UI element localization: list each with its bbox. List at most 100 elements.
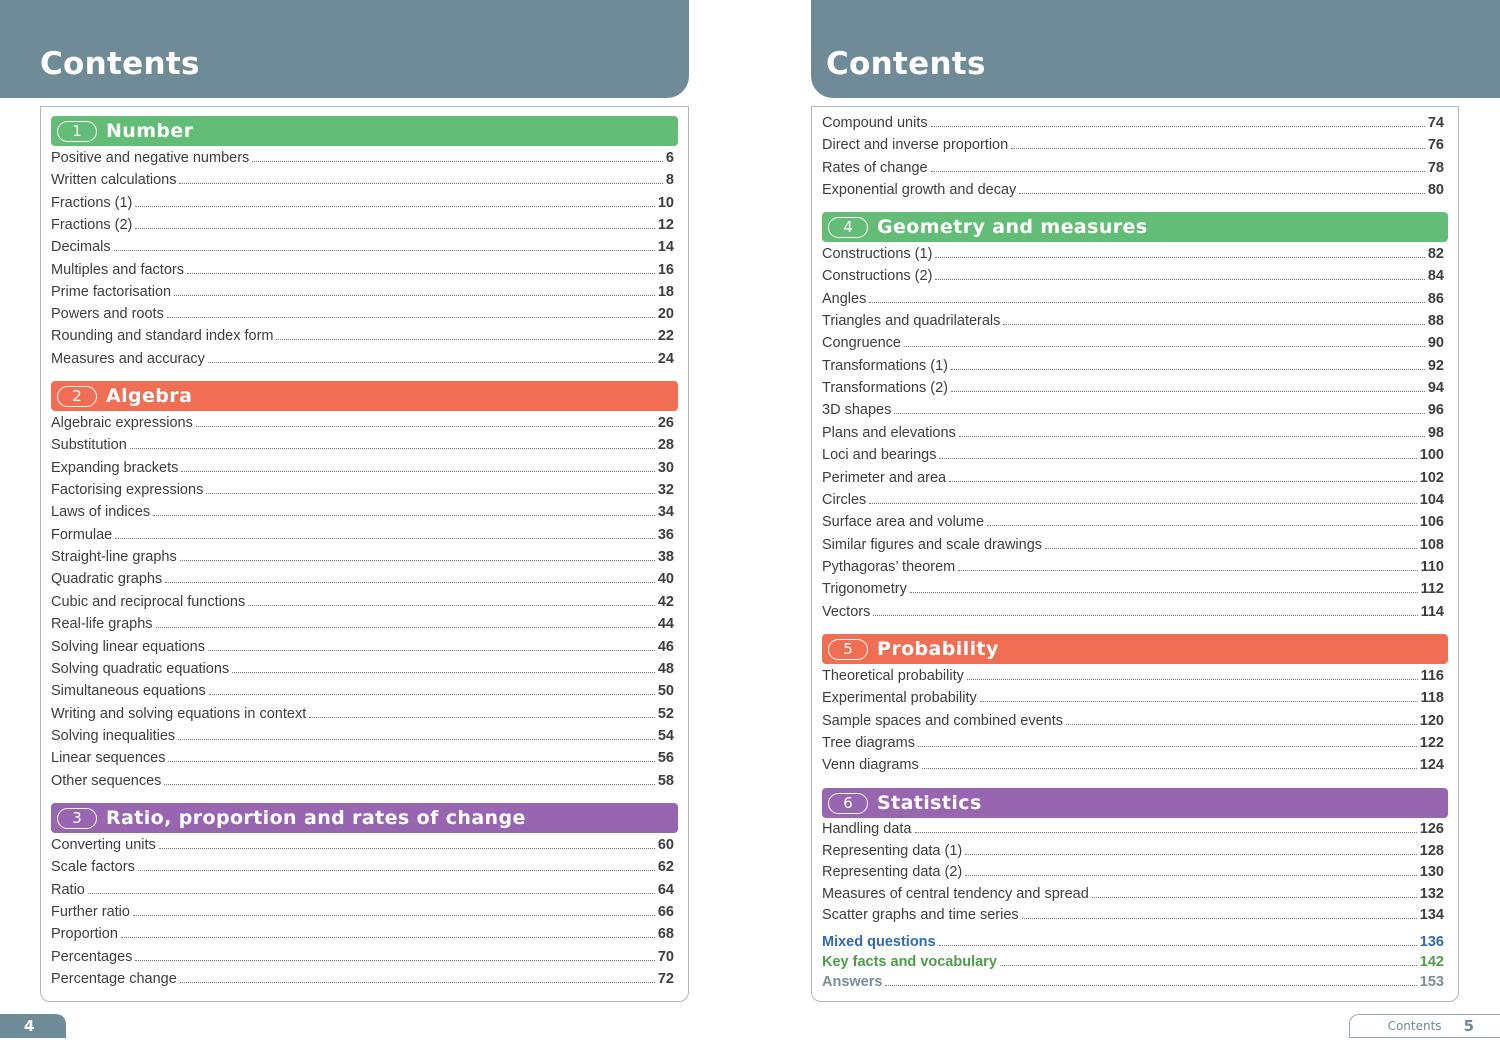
toc-entry[interactable]: Sample spaces and combined events 120 bbox=[822, 713, 1444, 733]
toc-entry[interactable]: Direct and inverse proportion 76 bbox=[822, 137, 1444, 157]
toc-entry-page-number: 122 bbox=[1419, 735, 1444, 752]
toc-entry[interactable]: Other sequences 58 bbox=[51, 773, 674, 793]
toc-entry[interactable]: Theoretical probability 116 bbox=[822, 668, 1444, 688]
toc-entry[interactable]: Solving quadratic equations 48 bbox=[51, 661, 674, 681]
toc-entry-page-number: 112 bbox=[1420, 581, 1444, 598]
toc-entry[interactable]: Formulae 36 bbox=[51, 527, 674, 547]
toc-entry[interactable]: Representing data (2) 130 bbox=[822, 864, 1444, 884]
toc-entry[interactable]: Experimental probability 118 bbox=[822, 690, 1444, 710]
toc-entry[interactable]: Rates of change 78 bbox=[822, 160, 1444, 180]
toc-entry[interactable]: Proportion 68 bbox=[51, 926, 674, 946]
mixed-questions-entry[interactable]: Mixed questions 136 bbox=[822, 934, 1444, 954]
toc-entry[interactable]: Fractions (2) 12 bbox=[51, 217, 674, 237]
toc-entry[interactable]: Solving linear equations 46 bbox=[51, 639, 674, 659]
toc-entry[interactable]: Tree diagrams 122 bbox=[822, 735, 1444, 755]
toc-entry[interactable]: Solving inequalities 54 bbox=[51, 728, 674, 748]
toc-entry[interactable]: Multiples and factors 16 bbox=[51, 262, 674, 282]
toc-entry[interactable]: Vectors 114 bbox=[822, 604, 1444, 624]
dot-leader bbox=[958, 559, 1418, 571]
toc-entry[interactable]: 3D shapes 96 bbox=[822, 402, 1444, 422]
toc-entry[interactable]: Transformations (2) 94 bbox=[822, 380, 1444, 400]
toc-entry-title: Linear sequences bbox=[51, 750, 166, 767]
toc-entry[interactable]: Cubic and reciprocal functions 42 bbox=[51, 594, 674, 614]
toc-entry-page-number: 22 bbox=[657, 328, 674, 345]
toc-entry-title: Writing and solving equations in context bbox=[51, 705, 307, 722]
section-header-number[interactable]: 1 Number bbox=[51, 116, 678, 146]
toc-entry[interactable]: Constructions (2) 84 bbox=[822, 268, 1444, 288]
section-number-badge: 5 bbox=[828, 638, 868, 660]
toc-entry[interactable]: Converting units 60 bbox=[51, 837, 674, 857]
toc-entry-page-number: 54 bbox=[657, 727, 674, 744]
dot-leader bbox=[206, 482, 655, 495]
toc-entry[interactable]: Handling data 126 bbox=[822, 821, 1444, 841]
key-facts-entry[interactable]: Key facts and vocabulary 142 bbox=[822, 954, 1444, 974]
toc-entry[interactable]: Ratio 64 bbox=[51, 882, 674, 902]
toc-entry[interactable]: Simultaneous equations 50 bbox=[51, 683, 674, 703]
toc-entry[interactable]: Quadratic graphs 40 bbox=[51, 571, 674, 591]
dot-leader bbox=[208, 683, 655, 696]
toc-entry[interactable]: Algebraic expressions 26 bbox=[51, 415, 674, 435]
section-header-statistics[interactable]: 6 Statistics bbox=[822, 788, 1448, 818]
toc-entry[interactable]: Plans and elevations 98 bbox=[822, 425, 1444, 445]
toc-entry-title: Other sequences bbox=[51, 772, 162, 789]
toc-entry-page-number: 28 bbox=[657, 437, 674, 454]
toc-entry[interactable]: Scatter graphs and time series 134 bbox=[822, 907, 1444, 927]
toc-entry[interactable]: Similar figures and scale drawings 108 bbox=[822, 537, 1444, 557]
toc-entry[interactable]: Venn diagrams 124 bbox=[822, 757, 1444, 777]
toc-entry-page-number: 62 bbox=[657, 859, 674, 876]
toc-entry-title: Mixed questions bbox=[822, 934, 936, 950]
toc-entry[interactable]: Percentages 70 bbox=[51, 949, 674, 969]
toc-entry[interactable]: Fractions (1) 10 bbox=[51, 195, 674, 215]
toc-entry[interactable]: Positive and negative numbers 6 bbox=[51, 150, 674, 170]
toc-entry[interactable]: Percentage change 72 bbox=[51, 971, 674, 991]
section-header-algebra[interactable]: 2 Algebra bbox=[51, 381, 678, 411]
toc-entry[interactable]: Expanding brackets 30 bbox=[51, 460, 674, 480]
dot-leader bbox=[873, 604, 1418, 616]
toc-entry[interactable]: Exponential growth and decay 80 bbox=[822, 182, 1444, 202]
toc-entry[interactable]: Laws of indices 34 bbox=[51, 504, 674, 524]
toc-entry[interactable]: Decimals 14 bbox=[51, 239, 674, 259]
section-header-geometry[interactable]: 4 Geometry and measures bbox=[822, 212, 1448, 242]
toc-entry[interactable]: Written calculations 8 bbox=[51, 172, 674, 192]
toc-entry[interactable]: Pythagoras’ theorem 110 bbox=[822, 559, 1444, 579]
toc-entry-title: Proportion bbox=[51, 926, 118, 943]
dot-leader bbox=[153, 504, 655, 517]
right-page-title: Contents bbox=[826, 46, 986, 82]
toc-entry[interactable]: Perimeter and area 102 bbox=[822, 470, 1444, 490]
toc-entry[interactable]: Straight-line graphs 38 bbox=[51, 549, 674, 569]
dot-leader bbox=[232, 661, 655, 673]
toc-entry[interactable]: Writing and solving equations in context… bbox=[51, 706, 674, 726]
answers-entry[interactable]: Answers 153 bbox=[822, 974, 1444, 994]
toc-entry[interactable]: Scale factors 62 bbox=[51, 859, 674, 879]
section-header-ratio[interactable]: 3 Ratio, proportion and rates of change bbox=[51, 803, 678, 833]
dot-leader bbox=[904, 335, 1425, 348]
toc-entry[interactable]: Rounding and standard index form 22 bbox=[51, 328, 674, 348]
toc-entry[interactable]: Compound units 74 bbox=[822, 115, 1444, 135]
toc-entry[interactable]: Substitution 28 bbox=[51, 437, 674, 457]
toc-entry-page-number: 90 bbox=[1427, 335, 1444, 352]
dot-leader bbox=[894, 402, 1425, 415]
toc-entry[interactable]: Constructions (1) 82 bbox=[822, 246, 1444, 266]
toc-entry[interactable]: Congruence 90 bbox=[822, 335, 1444, 355]
toc-entry[interactable]: Measures and accuracy 24 bbox=[51, 351, 674, 371]
dot-leader bbox=[1091, 886, 1417, 898]
toc-entry-page-number: 66 bbox=[657, 904, 674, 921]
toc-entry[interactable]: Powers and roots 20 bbox=[51, 306, 674, 326]
toc-entry[interactable]: Measures of central tendency and spread 1… bbox=[822, 886, 1444, 906]
toc-entry[interactable]: Loci and bearings 100 bbox=[822, 447, 1444, 467]
section-header-probability[interactable]: 5 Probability bbox=[822, 634, 1448, 664]
toc-entry[interactable]: Real-life graphs 44 bbox=[51, 616, 674, 636]
toc-entry[interactable]: Surface area and volume 106 bbox=[822, 514, 1444, 534]
toc-entry[interactable]: Prime factorisation 18 bbox=[51, 284, 674, 304]
toc-entry[interactable]: Transformations (1) 92 bbox=[822, 358, 1444, 378]
toc-entry[interactable]: Circles 104 bbox=[822, 492, 1444, 512]
toc-entry[interactable]: Linear sequences 56 bbox=[51, 750, 674, 770]
toc-entry[interactable]: Further ratio 66 bbox=[51, 904, 674, 924]
toc-entry-page-number: 56 bbox=[657, 750, 674, 767]
toc-entry[interactable]: Factorising expressions 32 bbox=[51, 482, 674, 502]
toc-entry[interactable]: Triangles and quadrilaterals 88 bbox=[822, 313, 1444, 333]
toc-entry[interactable]: Trigonometry 112 bbox=[822, 581, 1444, 601]
toc-entry[interactable]: Angles 86 bbox=[822, 291, 1444, 311]
toc-entry[interactable]: Representing data (1) 128 bbox=[822, 843, 1444, 863]
dot-leader bbox=[164, 773, 655, 785]
